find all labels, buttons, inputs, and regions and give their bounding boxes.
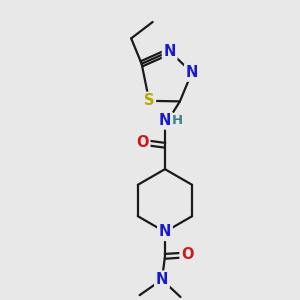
Text: O: O bbox=[181, 248, 194, 262]
Text: O: O bbox=[136, 135, 149, 150]
Text: S: S bbox=[144, 93, 154, 108]
Text: H: H bbox=[171, 114, 182, 127]
Text: N: N bbox=[186, 65, 198, 80]
Text: N: N bbox=[159, 224, 171, 239]
Text: N: N bbox=[159, 113, 171, 128]
Text: N: N bbox=[156, 272, 168, 287]
Text: N: N bbox=[164, 44, 176, 59]
